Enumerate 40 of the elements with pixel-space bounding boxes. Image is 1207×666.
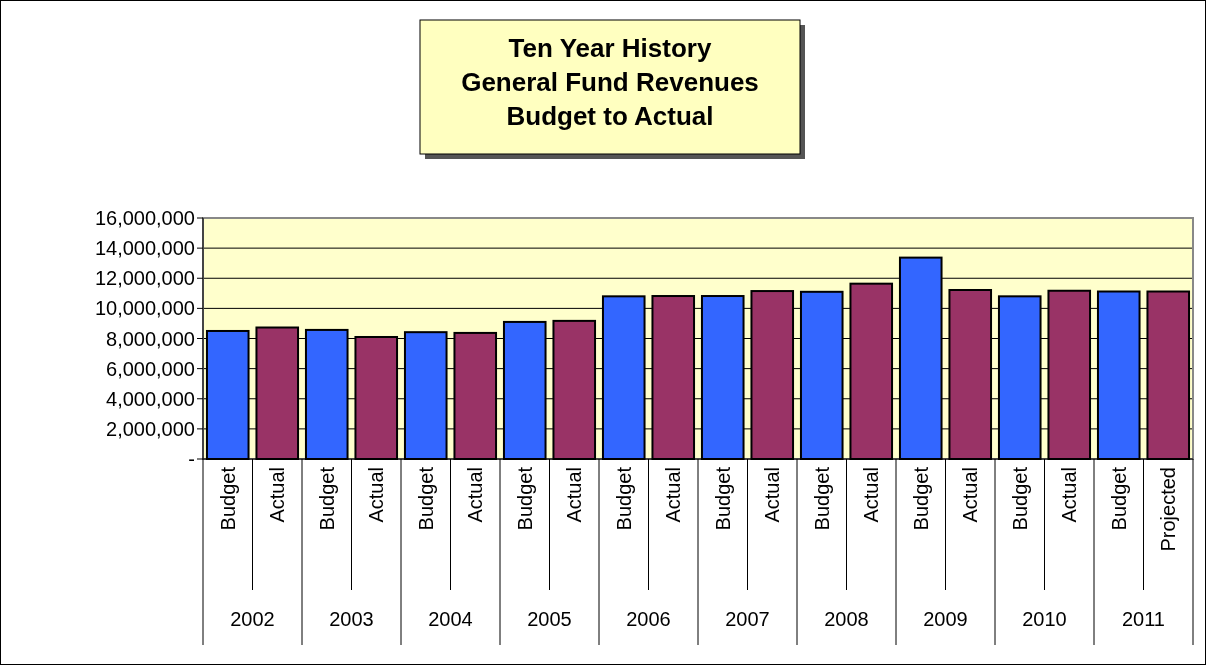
x-tick-label: Actual bbox=[761, 467, 784, 523]
x-tick-label: Budget bbox=[711, 466, 734, 531]
text: 2007 bbox=[725, 608, 770, 630]
y-tick-label: 12,000,000 bbox=[94, 267, 195, 290]
x-tick-label: Budget bbox=[513, 466, 536, 531]
text: 2004 bbox=[428, 608, 473, 630]
y-tick-label: 16,000,000 bbox=[94, 207, 195, 229]
x-tick-label: Actual bbox=[464, 467, 487, 523]
text: 2005 bbox=[527, 608, 572, 630]
text: 2010 bbox=[1022, 608, 1067, 630]
x-tick-label: Budget bbox=[1107, 466, 1130, 531]
x-tick-label: Budget bbox=[216, 466, 239, 531]
text: 2008 bbox=[824, 608, 869, 630]
y-tick-label: 6,000,000 bbox=[106, 357, 195, 380]
x-tick-label: Budget bbox=[612, 466, 635, 531]
y-tick-label: 10,000,000 bbox=[94, 297, 195, 320]
x-tick-label: Budget bbox=[414, 466, 437, 531]
x-tick-label: Actual bbox=[860, 467, 883, 523]
x-tick-label: Actual bbox=[266, 467, 289, 523]
text: 2011 bbox=[1121, 608, 1166, 630]
x-tick-label: Actual bbox=[662, 467, 685, 523]
y-tick-label: 4,000,000 bbox=[106, 387, 195, 410]
x-tick-label: Projected bbox=[1157, 467, 1180, 552]
x-tick-label: Budget bbox=[315, 466, 338, 531]
x-tick-label: Actual bbox=[1058, 467, 1081, 523]
text: 2002 bbox=[230, 608, 275, 630]
y-tick-label: 2,000,000 bbox=[106, 417, 195, 440]
x-tick-label: Budget bbox=[909, 466, 932, 531]
text: 2006 bbox=[626, 608, 671, 630]
chart-title: Ten Year History General Fund Revenues Budget to Actual bbox=[461, 33, 759, 131]
y-tick-label: - bbox=[188, 448, 195, 470]
x-tick-label: Actual bbox=[563, 467, 586, 523]
text: 2003 bbox=[329, 608, 374, 630]
text: 2009 bbox=[923, 608, 968, 630]
x-tick-label: Budget bbox=[810, 466, 833, 531]
y-tick-label: 14,000,000 bbox=[94, 237, 195, 260]
x-tick-label: Actual bbox=[365, 467, 388, 523]
x-tick-label: Actual bbox=[959, 467, 982, 523]
y-tick-label: 8,000,000 bbox=[106, 327, 195, 350]
x-tick-label: Budget bbox=[1008, 466, 1031, 531]
